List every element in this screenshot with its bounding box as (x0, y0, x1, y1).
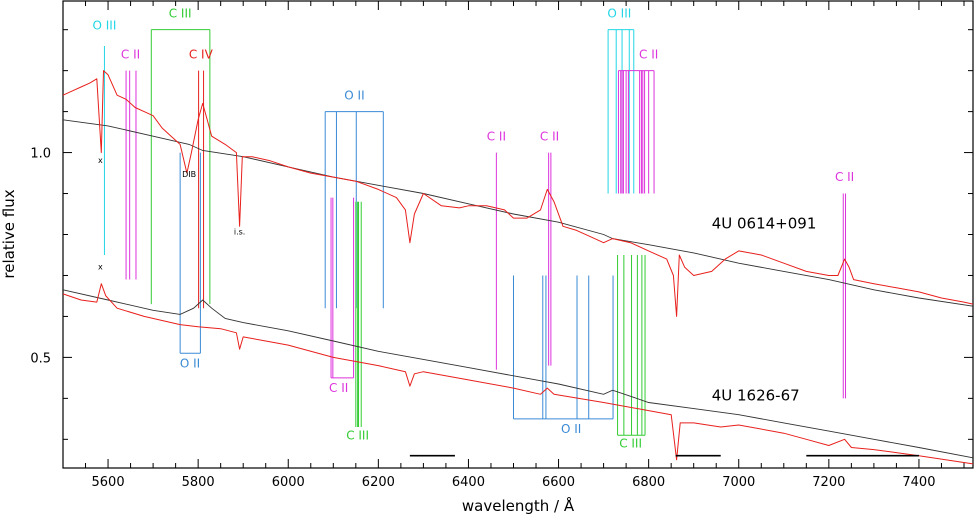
marker-c-iv (198, 70, 205, 309)
ion-label-c-iii: C III (346, 428, 369, 442)
ion-label-o-iii: O III (607, 6, 631, 20)
marker-o-ii (512, 275, 614, 420)
observed-spectrum-line (62, 70, 974, 317)
marker-c-ii (842, 193, 847, 399)
ion-label-c-iii: C III (619, 437, 642, 451)
x-tick-label: 7200 (812, 475, 845, 490)
ion-label-c-ii: C II (329, 381, 348, 395)
chart-labels: O III C II C III C IV O II O II C II C III C II C… (93, 6, 855, 450)
x-tick-label: 6200 (362, 475, 395, 490)
spectrum-4u-1626-67 (62, 283, 974, 465)
ion-label-c-iv: C IV (189, 47, 214, 61)
ion-label-c-ii: C II (540, 129, 559, 143)
marker-c-ii (548, 152, 552, 366)
ion-label-o-ii: O II (344, 88, 364, 102)
spectrum-name-label: 4U 1626-67 (712, 386, 800, 404)
x-tick-label: 5600 (92, 475, 125, 490)
ion-label-o-ii: O II (561, 422, 581, 436)
spectrum-4u-0614-091 (62, 70, 974, 317)
x-tick-label: 6000 (272, 475, 305, 490)
x-tick-label: 6600 (542, 475, 575, 490)
feature-annotation: DIB (182, 170, 196, 179)
marker-c-ii (125, 70, 137, 280)
x-tick-label: 7400 (902, 475, 935, 490)
ion-label-c-ii: C II (487, 129, 506, 143)
spectrum-name-label: 4U 0614+091 (712, 214, 817, 232)
spectra (62, 70, 974, 465)
ion-label-c-iii: C III (169, 6, 192, 20)
plot-frame (62, 0, 974, 469)
ion-label-o-iii: O III (93, 19, 117, 33)
x-axis-label: wavelength / Å (462, 496, 575, 515)
y-tick-label: 1.0 (30, 147, 51, 162)
marker-c-iii (617, 254, 646, 436)
x-tick-label: 6800 (632, 475, 665, 490)
marker-o-ii (179, 152, 201, 354)
marker-c-iii (355, 201, 362, 428)
ion-label-c-ii: C II (639, 47, 658, 61)
y-axis-label: relative flux (0, 189, 18, 278)
ion-label-c-ii: C II (121, 47, 140, 61)
x-tick-label: 6400 (452, 475, 485, 490)
x-tick-label: 7000 (722, 475, 755, 490)
marker-c-ii (330, 197, 355, 379)
model-spectrum-line (62, 119, 974, 307)
ion-label-c-ii: C II (835, 170, 854, 184)
axis-ticks: 5600 5800 6000 6200 6400 6600 6800 7000 7200 7400… (30, 1, 973, 490)
observed-spectrum-line (62, 283, 974, 465)
y-tick-label: 0.5 (30, 351, 51, 366)
feature-annotation: i.s. (234, 228, 245, 237)
feature-annotation: x (98, 262, 103, 271)
marker-c-ii (617, 70, 655, 194)
marker-o-ii (324, 111, 384, 309)
line-identification-markers (103, 29, 847, 436)
feature-annotation: x (98, 156, 103, 165)
ion-label-o-ii: O II (180, 357, 200, 371)
model-spectrum-line (62, 289, 974, 459)
x-tick-label: 5800 (182, 475, 215, 490)
marker-c-iii (150, 29, 211, 305)
